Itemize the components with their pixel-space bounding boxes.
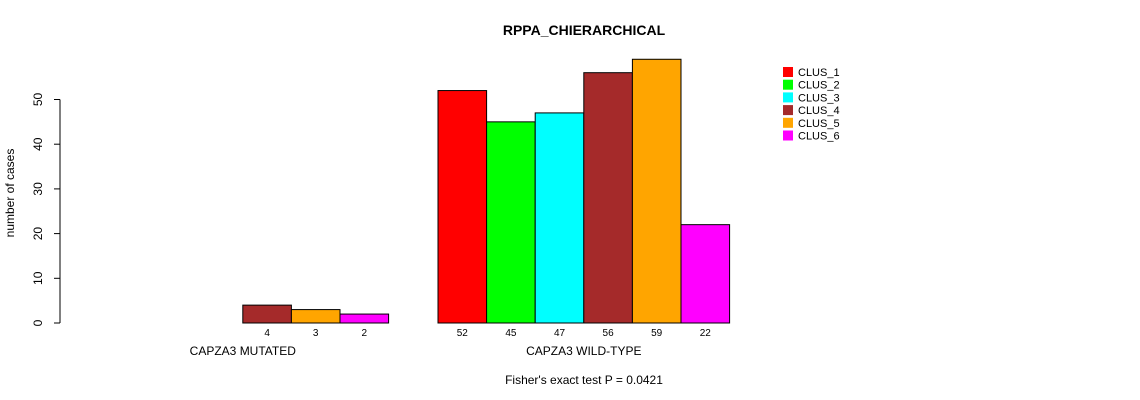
legend-swatch bbox=[783, 105, 793, 116]
legend-label: CLUS_1 bbox=[798, 67, 840, 79]
group-label: CAPZA3 WILD-TYPE bbox=[526, 344, 641, 358]
bar-clus-5-group-2 bbox=[631, 58, 682, 324]
bar-clus-1-group-2 bbox=[437, 90, 488, 324]
bar-count-label: 45 bbox=[505, 328, 517, 339]
y-tick-label: 20 bbox=[31, 227, 45, 241]
bar-count-label: 59 bbox=[651, 328, 663, 339]
y-tick-label: 30 bbox=[31, 182, 45, 196]
group-label: CAPZA3 MUTATED bbox=[190, 344, 297, 358]
bar-count-label: 3 bbox=[313, 328, 319, 339]
y-axis: 0 10 20 30 40 50 bbox=[31, 93, 61, 326]
bar-clus-3-group-2 bbox=[534, 112, 585, 324]
bar-count-label: 52 bbox=[457, 328, 469, 339]
legend-swatch bbox=[783, 79, 793, 90]
bars bbox=[242, 58, 731, 324]
legend-swatch bbox=[783, 130, 793, 141]
bar-count-label: 22 bbox=[700, 328, 712, 339]
legend-swatch bbox=[783, 92, 793, 103]
bar-clus-4-group-1 bbox=[242, 304, 292, 324]
bar-count-label: 2 bbox=[362, 328, 368, 339]
bar-clus-6-group-2 bbox=[680, 224, 731, 324]
legend-label: CLUS_4 bbox=[798, 105, 840, 117]
bar-clus-2-group-2 bbox=[486, 121, 536, 324]
bar-clus-4-group-2 bbox=[583, 72, 633, 324]
bar-count-labels: 4 3 2 52 45 47 56 59 22 bbox=[264, 328, 711, 339]
legend-label: CLUS_6 bbox=[798, 131, 840, 143]
legend-swatch bbox=[783, 117, 793, 128]
y-tick-label: 40 bbox=[31, 137, 45, 151]
legend-label: CLUS_2 bbox=[798, 80, 840, 92]
bar-clus-5-group-1 bbox=[290, 309, 341, 324]
fisher-test-footnote: Fisher's exact test P = 0.0421 bbox=[505, 373, 663, 387]
legend-label: CLUS_5 bbox=[798, 118, 840, 130]
bar-count-label: 47 bbox=[554, 328, 566, 339]
legend-swatch bbox=[783, 67, 793, 77]
y-axis-label: number of cases bbox=[3, 149, 17, 238]
legend-label: CLUS_3 bbox=[798, 92, 840, 104]
chart-title: RPPA_CHIERARCHICAL bbox=[503, 22, 666, 38]
bar-count-label: 4 bbox=[264, 328, 270, 339]
bar-count-label: 56 bbox=[603, 328, 615, 339]
y-tick-label: 50 bbox=[31, 93, 45, 107]
bar-clus-6-group-1 bbox=[339, 313, 390, 324]
group-labels: CAPZA3 MUTATED CAPZA3 WILD-TYPE bbox=[190, 344, 642, 358]
y-tick-label: 0 bbox=[31, 319, 45, 326]
y-tick-label: 10 bbox=[31, 271, 45, 285]
